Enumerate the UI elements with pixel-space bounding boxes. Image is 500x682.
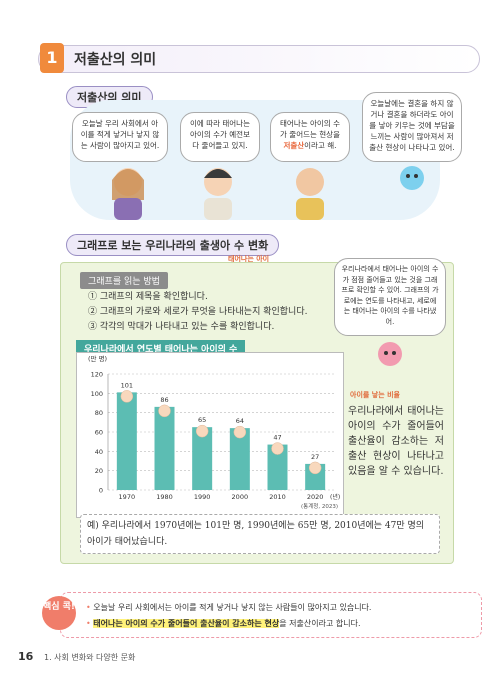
- source: (통계청, 2023): [301, 502, 338, 510]
- x-unit: (년): [330, 493, 340, 501]
- bar: [192, 427, 213, 490]
- step: ③ 각각의 막대가 나타내고 있는 수를 확인합니다.: [88, 322, 275, 332]
- key-item: • 오늘날 우리 사회에서는 아이를 적게 낳거나 낳지 않는 사람들이 많아지…: [86, 603, 372, 612]
- value-label: 64: [236, 417, 244, 425]
- step: ① 그래프의 제목을 확인합니다.: [88, 292, 208, 302]
- bar: [154, 406, 175, 490]
- x-tick-label: 2000: [232, 493, 249, 501]
- example: 예) 우리나라에서 1970년에는 101만 명, 1990년에는 65만 명,…: [80, 514, 440, 554]
- bar-face: [271, 442, 284, 455]
- x-tick-label: 2020: [307, 493, 324, 501]
- boy: [204, 168, 232, 220]
- y-tick-label: 40: [95, 448, 103, 456]
- subheading: 그래프로 보는 우리나라의 출생아 수 변화: [66, 234, 280, 256]
- key-badge: 핵심 콕!: [42, 596, 76, 630]
- y-tick-label: 120: [91, 371, 103, 379]
- bar-face: [158, 404, 171, 418]
- bar-face: [120, 390, 134, 403]
- speech-bubble: 태어나는 아이의 수가 줄어드는 현상을 저출산이라고 해.: [270, 112, 350, 162]
- octopus: [378, 342, 402, 366]
- value-label: 101: [121, 381, 133, 389]
- x-tick-label: 1970: [119, 493, 136, 501]
- value-label: 65: [198, 416, 206, 424]
- bar: [267, 444, 288, 490]
- x-tick-label: 2010: [269, 493, 286, 501]
- value-label: 27: [311, 453, 319, 461]
- bar: [229, 428, 250, 490]
- howto-steps: ① 그래프의 제목을 확인합니다. ② 그래프의 가로와 세로가 무엇을 나타내…: [88, 290, 307, 335]
- characters: [112, 166, 424, 220]
- bar-face: [233, 425, 247, 439]
- section-header: [38, 45, 480, 73]
- bar: [116, 392, 137, 490]
- step: ② 그래프의 가로와 세로가 무엇을 나타내는지 확인합니다.: [88, 307, 308, 317]
- value-label: 86: [160, 396, 168, 404]
- man: [296, 168, 324, 220]
- chart: (만 명) 0 20 40 60 80 100 120 1970 101 1980 86 1990 65 2…: [88, 354, 340, 510]
- key-item: • 태어나는 아이의 수가 줄어들어 출산율이 감소하는 현상을 저출산이라고 …: [86, 619, 361, 628]
- mascot: [400, 166, 424, 190]
- speech-bubble: 우리나라에서 태어나는 아이의 수가 점점 줄어들고 있는 것을 그래프로 확인…: [334, 258, 446, 336]
- bar-face: [195, 424, 209, 438]
- x-tick-label: 1980: [156, 493, 173, 501]
- speech-bubble: 이에 따라 태어나는 아이의 수가 예전보다 줄어들고 있지.: [180, 112, 260, 162]
- speech-bubble: 오늘날 우리 사회에서 아이를 적게 낳거나 낳지 않는 사람이 많아지고 있어…: [72, 112, 168, 162]
- y-tick-label: 100: [91, 390, 103, 398]
- page-number: 16: [18, 650, 34, 663]
- y-tick-label: 60: [95, 429, 103, 437]
- speech-bubble: 오늘날에는 결혼을 하지 않거나 결혼을 하더라도 아이를 낳아 키우는 것에 …: [362, 92, 462, 162]
- y-tick-label: 0: [99, 487, 103, 495]
- section-title: 저출산의 의미: [74, 52, 157, 68]
- term-tag: 아이를 낳는 비율: [350, 391, 400, 399]
- girl: [112, 168, 144, 220]
- term-tag: 태어나는 아이: [228, 255, 270, 263]
- side-text: 우리나라에서 태어나는 아이의 수가 줄어들어 출산율이 감소하는 저출산 현상…: [348, 406, 444, 477]
- y-unit: (만 명): [88, 354, 107, 363]
- section-number: 1: [40, 43, 64, 73]
- chapter-title: 1. 사회 변화와 다양한 문화: [44, 653, 136, 662]
- x-tick-label: 1990: [194, 493, 211, 501]
- bar-face: [308, 461, 322, 475]
- y-tick-label: 20: [95, 467, 103, 475]
- key-items: • 오늘날 우리 사회에서는 아이를 적게 낳거나 낳지 않는 사람들이 많아지…: [86, 600, 371, 632]
- howto-title: 그래프를 읽는 방법: [80, 272, 168, 289]
- value-label: 47: [273, 434, 281, 442]
- y-tick-label: 80: [95, 409, 103, 417]
